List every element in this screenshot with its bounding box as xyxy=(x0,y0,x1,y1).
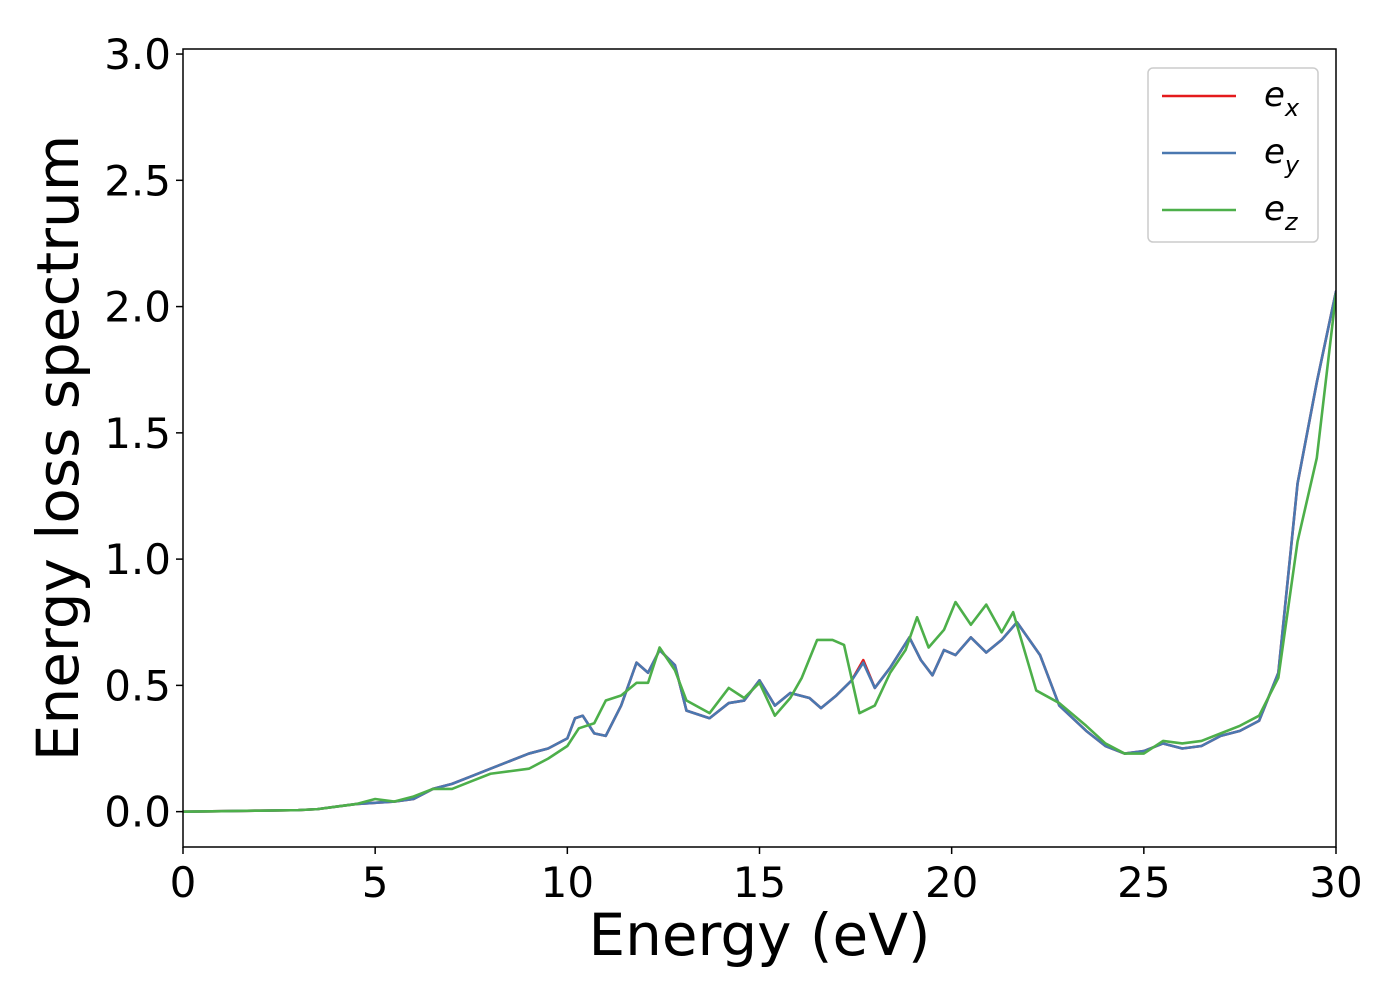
legend-label-x: ex xyxy=(1264,75,1300,122)
series-layer xyxy=(183,290,1336,813)
x-tick-label: 15 xyxy=(733,858,786,907)
series-line-z xyxy=(183,292,1336,813)
y-axis-title: Energy loss spectrum xyxy=(24,135,92,761)
legend: ex ey ez xyxy=(1147,67,1319,243)
ticks-layer: 0 5 10 15 20 25 30 0.0 0.5 1.0 1.5 2.0 2.5 3.0 xyxy=(104,30,1363,907)
x-tick-label: 0 xyxy=(170,858,197,907)
y-tick-label: 0.5 xyxy=(104,661,171,710)
x-axis-title: Energy (eV) xyxy=(588,901,930,969)
y-tick-label: 3.0 xyxy=(104,30,171,79)
y-tick-label: 2.5 xyxy=(104,156,171,205)
x-tick-label: 30 xyxy=(1309,858,1362,907)
y-tick-label: 1.0 xyxy=(104,535,171,584)
legend-label-z: ez xyxy=(1264,189,1299,236)
legend-box xyxy=(1147,67,1319,243)
legend-label-y: ey xyxy=(1264,132,1300,179)
x-tick-label: 5 xyxy=(362,858,389,907)
series-line-x xyxy=(183,290,1336,813)
y-tick-label: 1.5 xyxy=(104,409,171,458)
x-tick-label: 25 xyxy=(1117,858,1170,907)
x-tick-label: 20 xyxy=(925,858,978,907)
series-line-y xyxy=(183,290,1336,813)
y-tick-label: 0.0 xyxy=(104,788,171,837)
x-tick-label: 10 xyxy=(541,858,594,907)
y-tick-label: 2.0 xyxy=(104,283,171,332)
